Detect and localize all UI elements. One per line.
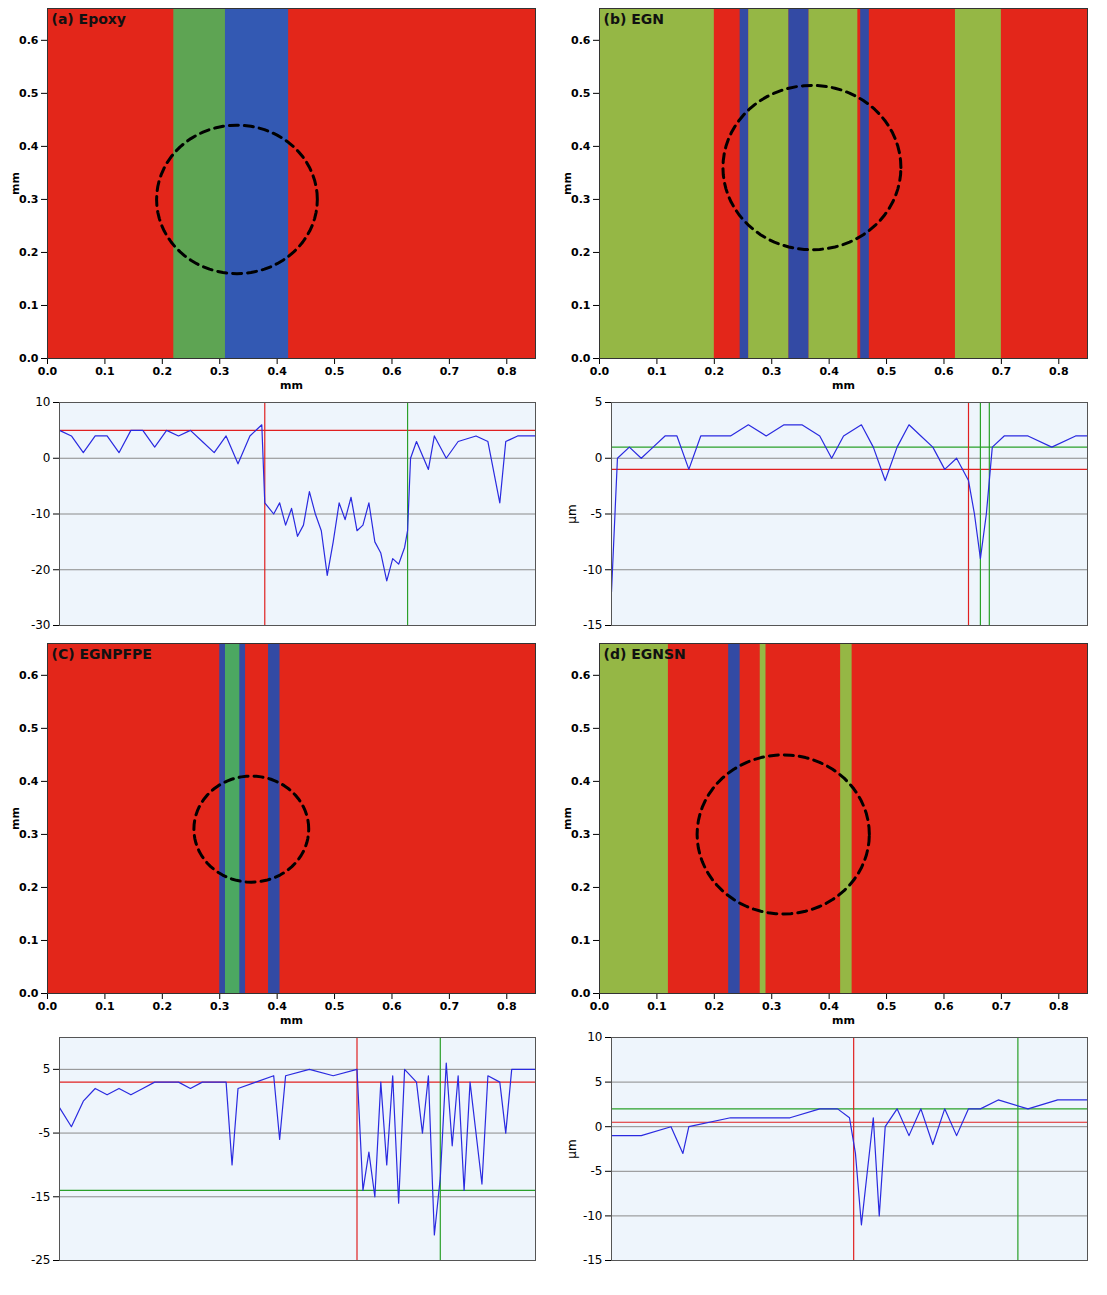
svg-text:0.2: 0.2 — [19, 881, 39, 894]
svg-text:0.0: 0.0 — [19, 352, 39, 365]
svg-text:-15: -15 — [583, 618, 603, 632]
svg-text:0.8: 0.8 — [497, 365, 517, 378]
svg-text:0.3: 0.3 — [571, 827, 591, 841]
svg-text:0.4: 0.4 — [267, 1000, 287, 1013]
svg-text:mm: mm — [280, 379, 303, 392]
svg-text:0.3: 0.3 — [210, 365, 230, 378]
svg-text:0.2: 0.2 — [571, 881, 591, 894]
svg-text:0.0: 0.0 — [590, 1000, 610, 1013]
svg-text:0.4: 0.4 — [819, 1000, 839, 1013]
svg-text:0.0: 0.0 — [19, 987, 39, 1000]
svg-text:0.1: 0.1 — [647, 365, 667, 378]
svg-text:0.6: 0.6 — [934, 1000, 954, 1013]
svg-text:0.2: 0.2 — [705, 365, 725, 378]
svg-text:0.4: 0.4 — [19, 775, 39, 788]
svg-text:mm: mm — [561, 807, 574, 830]
svg-text:0.5: 0.5 — [877, 1000, 897, 1013]
svg-text:0.3: 0.3 — [762, 365, 782, 378]
svg-text:0.5: 0.5 — [571, 722, 591, 735]
svg-text:0.6: 0.6 — [571, 669, 591, 682]
svg-text:0.2: 0.2 — [705, 1000, 725, 1013]
svg-text:0.5: 0.5 — [19, 722, 39, 735]
svg-text:0.6: 0.6 — [382, 1000, 402, 1013]
svg-text:0.5: 0.5 — [19, 87, 39, 100]
svg-text:(d) EGNSN: (d) EGNSN — [604, 646, 686, 662]
svg-text:0.4: 0.4 — [571, 775, 591, 788]
svg-text:0.0: 0.0 — [571, 352, 591, 365]
svg-text:0.4: 0.4 — [267, 365, 287, 378]
svg-text:0.1: 0.1 — [95, 1000, 115, 1013]
svg-text:(b) EGN: (b) EGN — [604, 11, 664, 27]
svg-text:0.8: 0.8 — [497, 1000, 517, 1013]
svg-text:0.2: 0.2 — [153, 365, 173, 378]
svg-text:-15: -15 — [583, 1253, 603, 1267]
svg-text:0.1: 0.1 — [647, 1000, 667, 1013]
svg-text:0.0: 0.0 — [38, 365, 58, 378]
svg-text:5: 5 — [595, 1075, 603, 1089]
svg-text:0.5: 0.5 — [571, 87, 591, 100]
svg-text:0.1: 0.1 — [19, 299, 39, 312]
svg-text:0.8: 0.8 — [1049, 365, 1069, 378]
svg-text:-10: -10 — [583, 563, 603, 577]
svg-text:0.3: 0.3 — [762, 1000, 782, 1013]
svg-text:-20: -20 — [31, 563, 51, 577]
svg-text:10: 10 — [35, 395, 50, 409]
svg-text:0.2: 0.2 — [571, 246, 591, 259]
svg-text:0.1: 0.1 — [571, 299, 591, 312]
svg-text:-5: -5 — [591, 507, 603, 521]
svg-text:0: 0 — [595, 1120, 603, 1134]
svg-text:5: 5 — [595, 395, 603, 409]
svg-text:-25: -25 — [31, 1253, 51, 1267]
svg-text:-30: -30 — [31, 618, 51, 632]
svg-text:0.5: 0.5 — [325, 1000, 345, 1013]
svg-text:0.6: 0.6 — [382, 365, 402, 378]
svg-text:0.1: 0.1 — [19, 934, 39, 947]
svg-text:0.3: 0.3 — [571, 192, 591, 206]
svg-text:0.7: 0.7 — [992, 365, 1012, 378]
svg-text:0.7: 0.7 — [440, 365, 460, 378]
svg-text:µm: µm — [565, 1139, 579, 1158]
svg-text:mm: mm — [832, 1014, 855, 1027]
svg-text:0.0: 0.0 — [38, 1000, 58, 1013]
svg-text:(C) EGNPFPE: (C) EGNPFPE — [52, 646, 152, 662]
svg-text:0.7: 0.7 — [992, 1000, 1012, 1013]
svg-text:µm: µm — [565, 504, 579, 523]
svg-text:-15: -15 — [31, 1190, 51, 1204]
svg-text:10: 10 — [587, 1030, 602, 1044]
svg-text:0.2: 0.2 — [19, 246, 39, 259]
svg-text:-5: -5 — [39, 1126, 51, 1140]
svg-text:0: 0 — [43, 451, 51, 465]
svg-text:0.5: 0.5 — [325, 365, 345, 378]
svg-text:0.6: 0.6 — [934, 365, 954, 378]
svg-text:mm: mm — [832, 379, 855, 392]
svg-text:0.8: 0.8 — [1049, 1000, 1069, 1013]
svg-text:5: 5 — [43, 1062, 51, 1076]
svg-text:0.3: 0.3 — [19, 827, 39, 841]
svg-text:mm: mm — [9, 807, 22, 830]
svg-text:0: 0 — [595, 451, 603, 465]
svg-text:0.6: 0.6 — [19, 669, 39, 682]
svg-text:-10: -10 — [31, 507, 51, 521]
svg-text:0.6: 0.6 — [19, 34, 39, 47]
svg-text:0.4: 0.4 — [819, 365, 839, 378]
svg-text:-10: -10 — [583, 1209, 603, 1223]
svg-text:mm: mm — [9, 172, 22, 195]
svg-text:0.4: 0.4 — [571, 140, 591, 153]
svg-text:0.1: 0.1 — [571, 934, 591, 947]
svg-text:0.5: 0.5 — [877, 365, 897, 378]
svg-text:0.0: 0.0 — [571, 987, 591, 1000]
svg-text:mm: mm — [561, 172, 574, 195]
svg-text:0.3: 0.3 — [19, 192, 39, 206]
svg-text:0.3: 0.3 — [210, 1000, 230, 1013]
svg-text:0.1: 0.1 — [95, 365, 115, 378]
svg-text:0.2: 0.2 — [153, 1000, 173, 1013]
svg-text:0.0: 0.0 — [590, 365, 610, 378]
svg-text:0.4: 0.4 — [19, 140, 39, 153]
svg-text:0.6: 0.6 — [571, 34, 591, 47]
svg-text:mm: mm — [280, 1014, 303, 1027]
svg-text:0.7: 0.7 — [440, 1000, 460, 1013]
svg-text:(a) Epoxy: (a) Epoxy — [52, 11, 126, 27]
svg-text:-5: -5 — [591, 1164, 603, 1178]
